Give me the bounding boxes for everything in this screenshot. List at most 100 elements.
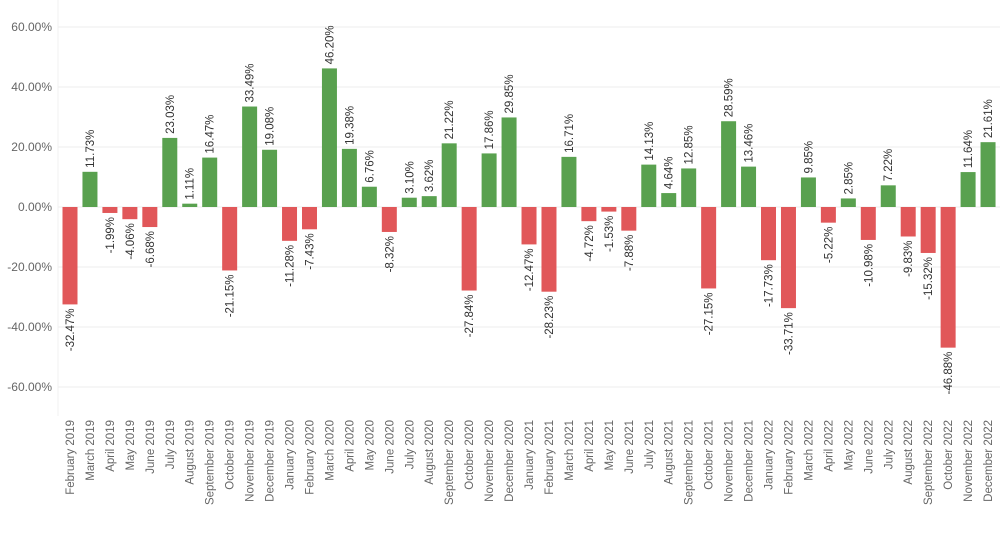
x-tick-label: July 2021 xyxy=(644,420,656,469)
x-tick-label: October 2020 xyxy=(464,420,476,490)
data-label: -46.88% xyxy=(943,352,955,395)
bar xyxy=(401,197,417,207)
x-tick-label: April 2021 xyxy=(584,420,596,472)
y-tick-label: -60.00% xyxy=(7,380,52,394)
bar xyxy=(761,207,777,261)
data-label: 11.73% xyxy=(85,130,97,168)
data-label: 2.85% xyxy=(843,162,855,195)
x-tick-label: June 2020 xyxy=(384,420,396,474)
data-label: -17.73% xyxy=(764,264,776,307)
bar xyxy=(82,171,98,207)
bar xyxy=(441,143,457,207)
y-tick-label: -20.00% xyxy=(7,260,52,274)
bar xyxy=(701,207,717,289)
bar xyxy=(601,207,617,212)
bar xyxy=(840,198,856,207)
bar xyxy=(341,148,357,207)
bar xyxy=(461,207,477,291)
x-tick-label: January 2020 xyxy=(285,420,297,490)
data-label: -15.32% xyxy=(923,257,935,300)
data-label: -11.28% xyxy=(285,245,297,287)
y-tick-label: 20.00% xyxy=(11,140,52,154)
x-tick-label: December 2022 xyxy=(983,420,995,502)
x-tick-label: March 2019 xyxy=(85,420,97,481)
data-label: 4.64% xyxy=(664,156,676,189)
data-label: -9.83% xyxy=(903,240,915,276)
bar xyxy=(242,106,258,207)
x-tick-label: November 2021 xyxy=(724,420,736,502)
data-label: -6.68% xyxy=(145,231,157,267)
x-tick-label: November 2020 xyxy=(484,420,496,502)
data-label: -12.47% xyxy=(524,248,536,291)
bar xyxy=(721,121,737,207)
data-label: -4.72% xyxy=(584,225,596,261)
data-label: -4.06% xyxy=(125,223,137,259)
bar xyxy=(521,207,537,245)
bar xyxy=(381,207,397,232)
bar xyxy=(282,207,298,241)
bar xyxy=(641,164,657,207)
data-label: 19.08% xyxy=(265,107,277,146)
data-label: -27.15% xyxy=(704,292,716,335)
data-label: 12.85% xyxy=(684,125,696,164)
x-tick-label: December 2020 xyxy=(504,420,516,502)
data-label: -1.99% xyxy=(105,217,117,253)
x-tick-label: August 2022 xyxy=(903,420,915,485)
data-label: 46.20% xyxy=(324,25,336,64)
bar xyxy=(301,207,317,230)
x-tick-label: October 2019 xyxy=(225,420,237,490)
data-label: -33.71% xyxy=(783,312,795,355)
data-label: 7.22% xyxy=(883,149,895,182)
bar xyxy=(202,157,218,207)
x-tick-label: October 2022 xyxy=(943,420,955,490)
data-label: 17.86% xyxy=(484,110,496,149)
x-tick-label: January 2022 xyxy=(764,420,776,490)
data-label: -5.22% xyxy=(823,227,835,263)
data-label: -8.32% xyxy=(384,236,396,272)
data-label: 23.03% xyxy=(165,95,177,134)
data-label: 3.10% xyxy=(404,161,416,194)
bar xyxy=(960,172,976,207)
bar xyxy=(421,196,437,207)
x-tick-label: February 2019 xyxy=(65,420,77,495)
data-label: -10.98% xyxy=(863,244,875,287)
x-tick-label: May 2022 xyxy=(843,420,855,471)
data-label: 14.13% xyxy=(644,122,656,161)
bar xyxy=(900,207,916,237)
x-tick-label: September 2021 xyxy=(684,420,696,505)
data-label: 16.71% xyxy=(564,114,576,153)
x-tick-label: March 2021 xyxy=(564,420,576,481)
x-tick-label: July 2020 xyxy=(404,420,416,469)
x-tick-label: March 2022 xyxy=(803,420,815,481)
bar xyxy=(661,193,677,207)
x-tick-label: February 2022 xyxy=(783,420,795,495)
x-tick-label: July 2022 xyxy=(883,420,895,469)
data-label: 28.59% xyxy=(724,78,736,117)
data-label: -7.88% xyxy=(624,235,636,271)
x-tick-label: August 2019 xyxy=(185,420,197,485)
x-axis-tick-labels: February 2019 March 2019 April 2019 May 201… xyxy=(65,420,995,505)
x-tick-label: July 2019 xyxy=(165,420,177,469)
x-tick-label: August 2021 xyxy=(664,420,676,485)
x-tick-label: April 2022 xyxy=(823,420,835,472)
bar xyxy=(182,203,198,207)
bar xyxy=(501,117,517,207)
x-tick-label: November 2019 xyxy=(245,420,257,502)
x-tick-label: January 2021 xyxy=(524,420,536,490)
bar xyxy=(102,207,118,213)
bar xyxy=(561,156,577,207)
bar xyxy=(162,137,178,207)
data-label: 3.62% xyxy=(424,160,436,193)
y-axis-tick-labels: -60.00% -40.00% -20.00% 0.00% 20.00% 40.00% 60… xyxy=(7,20,52,394)
data-label: 29.85% xyxy=(504,74,516,113)
x-tick-label: September 2019 xyxy=(205,420,217,505)
data-label: 19.38% xyxy=(344,106,356,145)
data-label: 21.22% xyxy=(444,100,456,139)
x-tick-label: June 2021 xyxy=(624,420,636,474)
bar xyxy=(581,207,597,222)
bar xyxy=(122,207,138,220)
bar xyxy=(741,166,757,207)
bar xyxy=(621,207,637,231)
data-label: 33.49% xyxy=(245,64,257,103)
